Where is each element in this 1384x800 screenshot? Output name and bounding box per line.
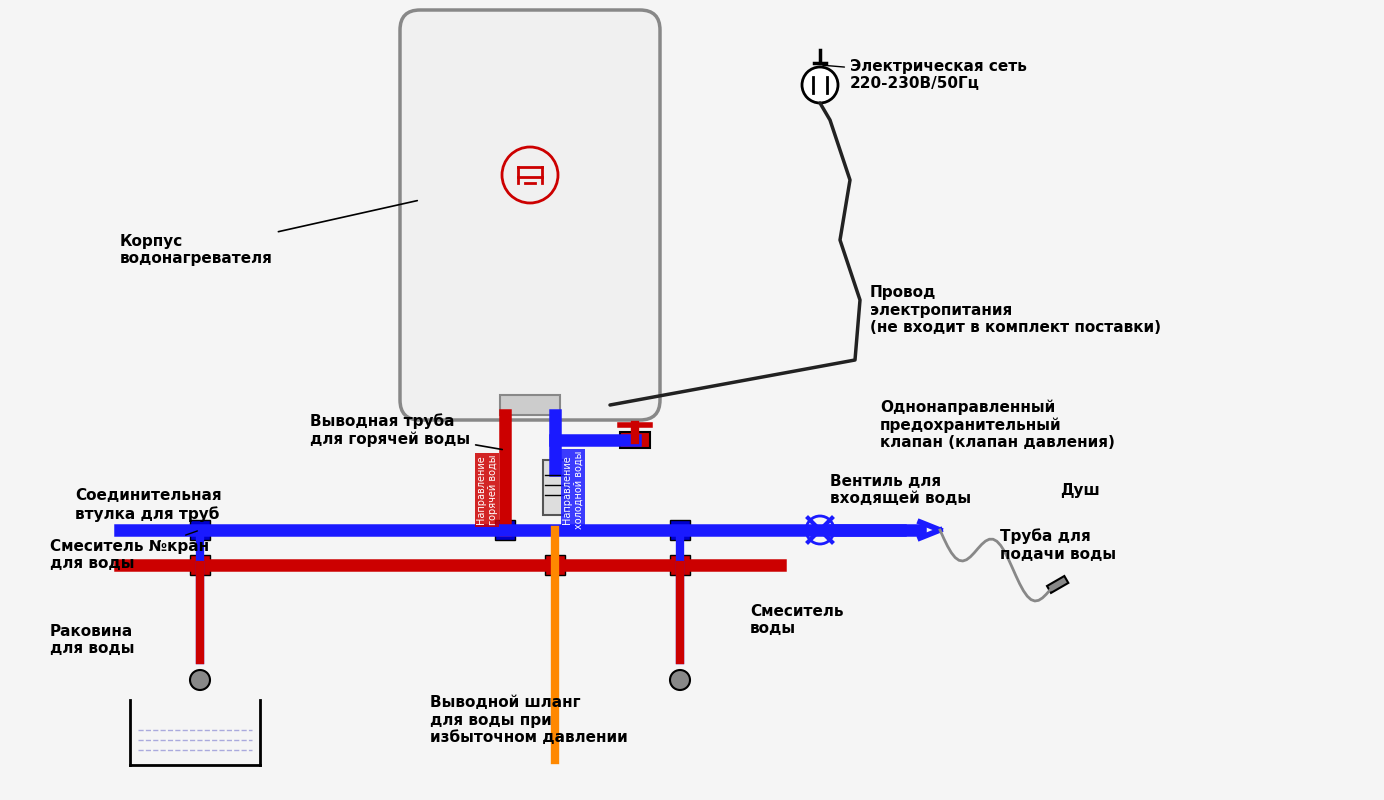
Circle shape [801,67,837,103]
Text: Корпус
водонагревателя: Корпус водонагревателя [120,201,418,266]
Text: Провод
электропитания
(не входит в комплект поставки): Провод электропитания (не входит в компл… [871,285,1161,335]
Text: Смеситель
воды: Смеситель воды [750,604,843,636]
Bar [1048,576,1068,593]
FancyBboxPatch shape [400,10,660,420]
Bar [500,395,561,415]
Text: Труба для
подачи воды: Труба для подачи воды [1001,529,1116,562]
Text: Соединительная
втулка для труб: Соединительная втулка для труб [75,488,221,522]
Circle shape [670,670,691,690]
Text: Направление
холодной воды: Направление холодной воды [562,451,584,529]
Text: Душ: Душ [1060,482,1100,498]
Bar [670,520,691,540]
Bar [190,520,210,540]
Text: Электрическая сеть
220-230В/50Гц: Электрическая сеть 220-230В/50Гц [822,58,1027,91]
Bar [620,432,650,448]
Text: Однонаправленный
предохранительный
клапан (клапан давления): Однонаправленный предохранительный клапа… [880,399,1116,450]
Bar [190,555,210,575]
Text: Вентиль для
входящей воды: Вентиль для входящей воды [830,474,972,506]
Text: Раковина
для воды: Раковина для воды [50,624,134,656]
Bar [543,460,567,515]
Bar [670,555,691,575]
Text: Направление
горячей воды: Направление горячей воды [476,454,498,526]
Text: Выводной шланг
для воды при
избыточном давлении: Выводной шланг для воды при избыточном д… [430,695,628,745]
Text: Выводная труба
для горячей воды: Выводная труба для горячей воды [310,413,502,450]
Bar [545,555,565,575]
Circle shape [190,670,210,690]
Bar [495,520,515,540]
Text: Смеситель №кран
для воды: Смеситель №кран для воды [50,531,209,571]
